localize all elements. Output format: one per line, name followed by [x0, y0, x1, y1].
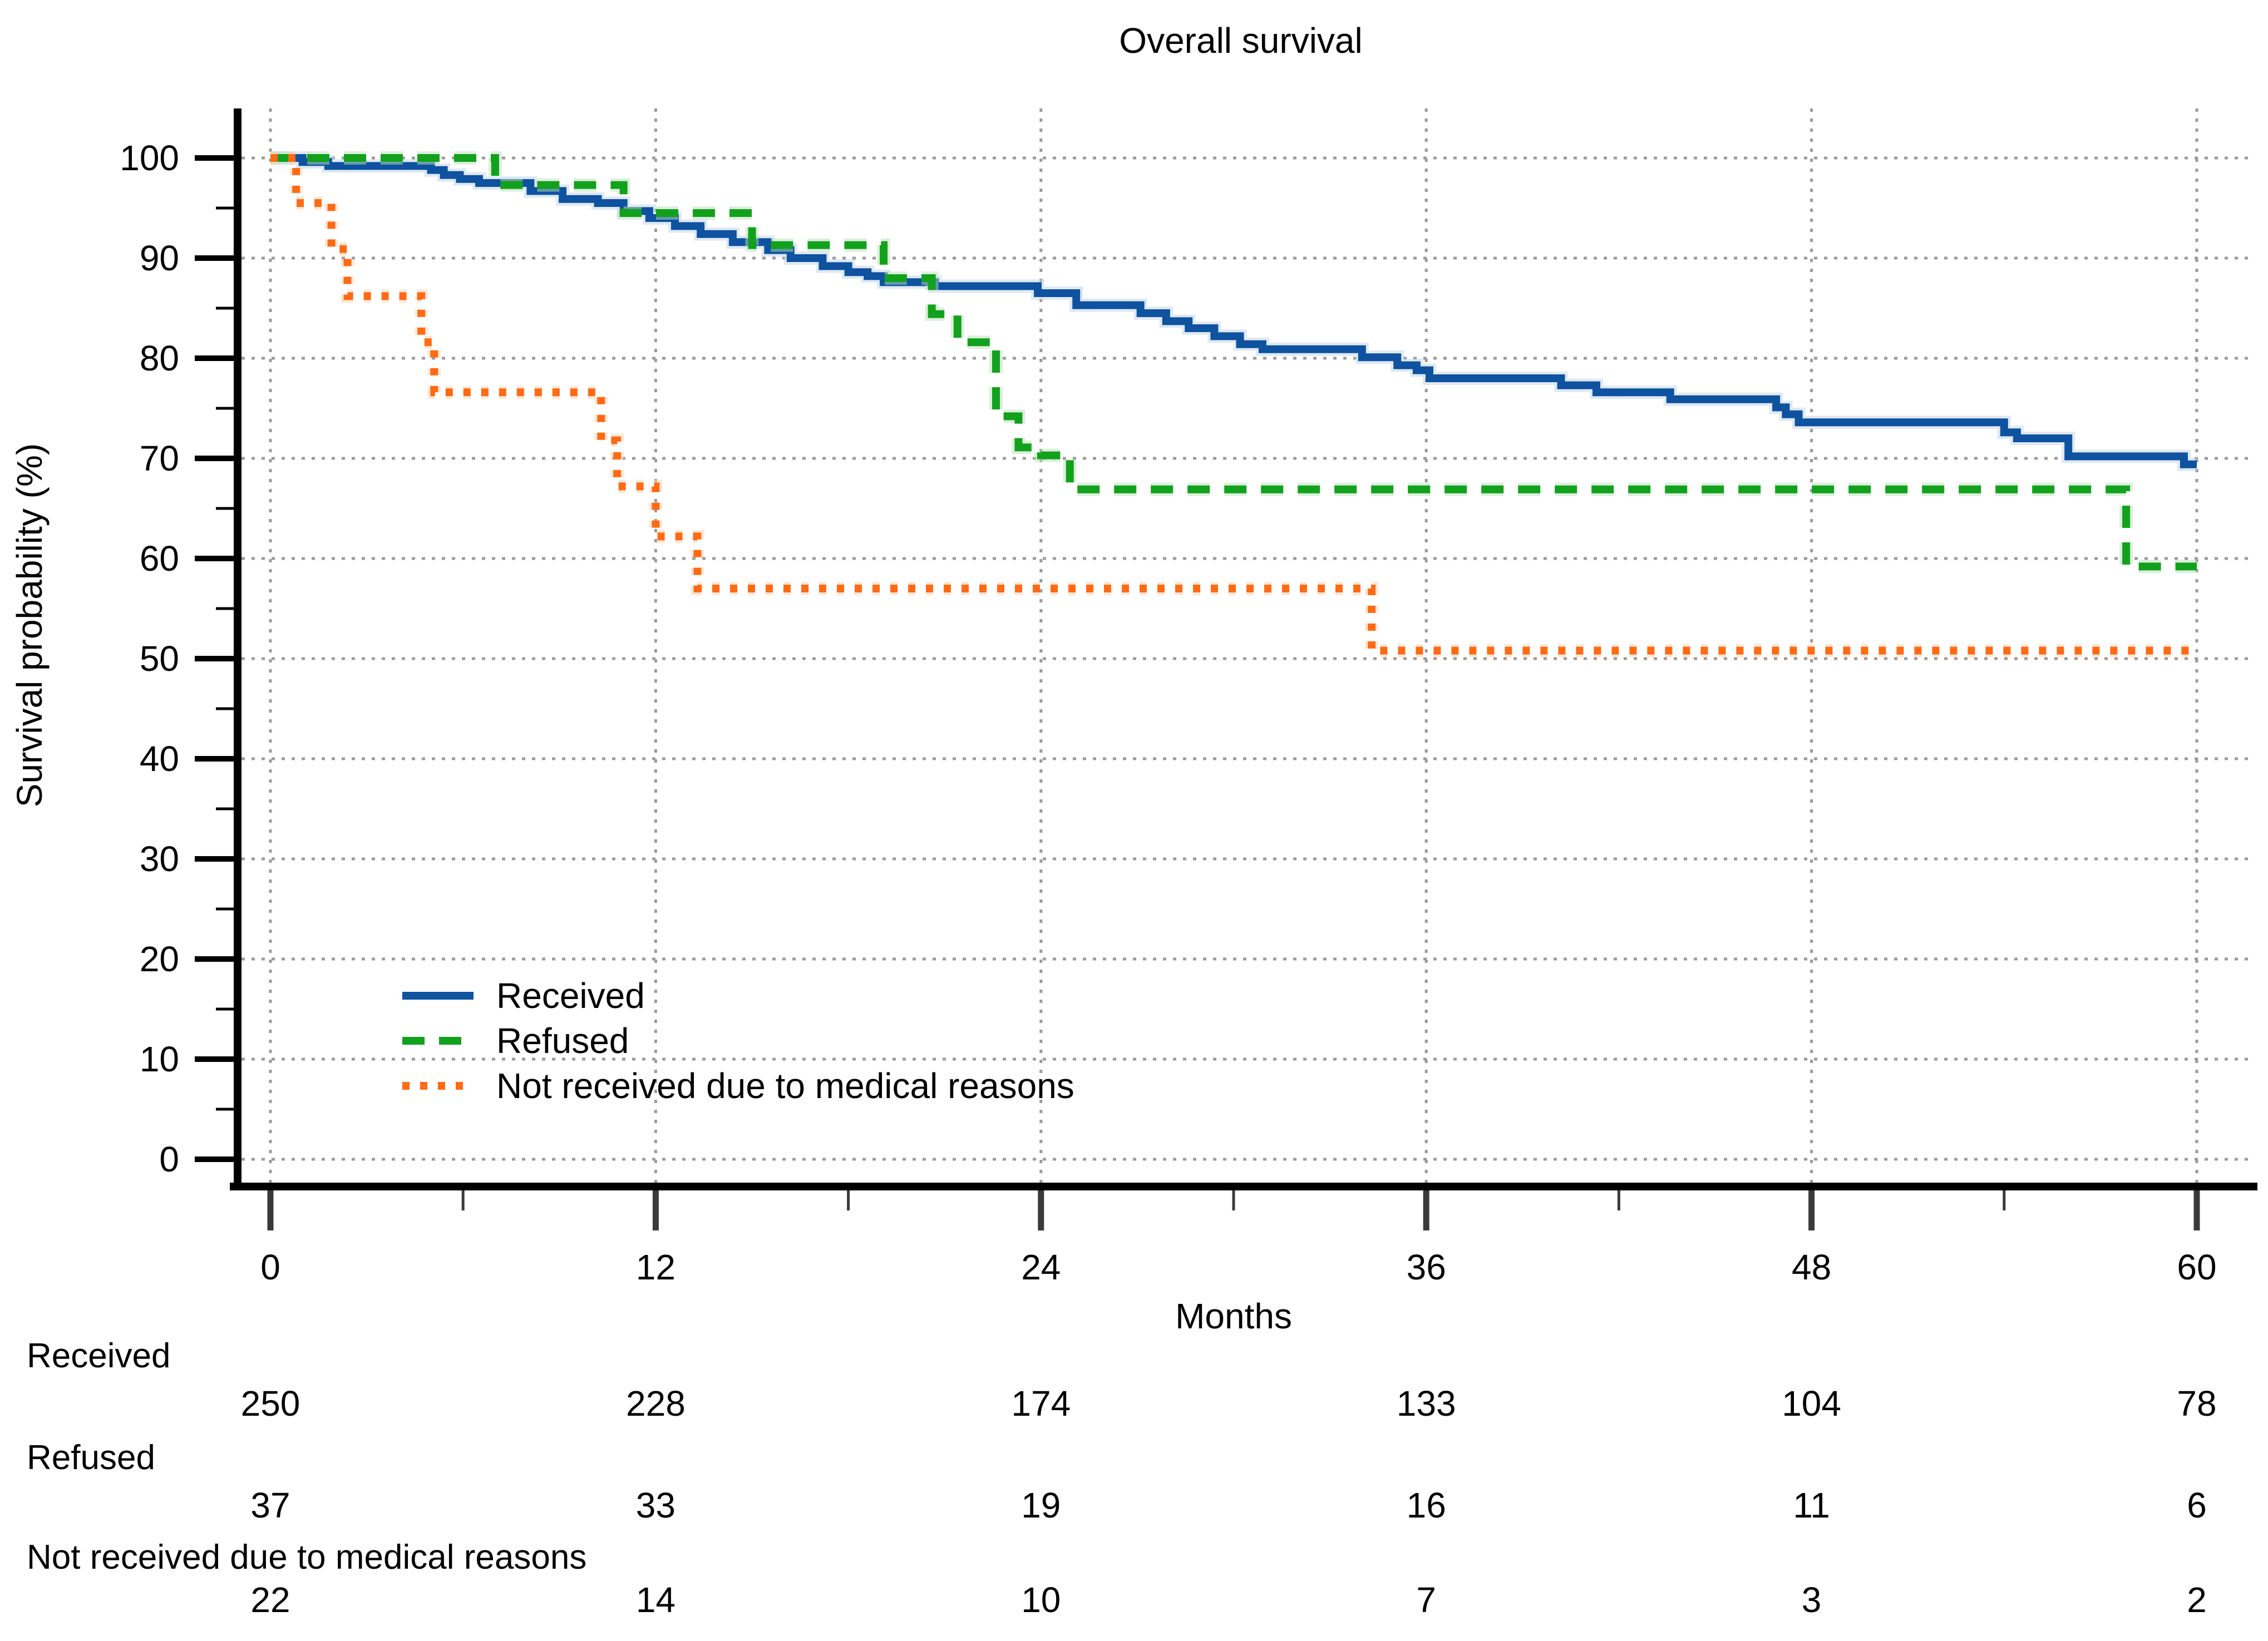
risk-count: 33	[636, 1485, 676, 1525]
risk-group-label: Not received due to medical reasons	[27, 1538, 586, 1576]
chart-title: Overall survival	[1119, 21, 1362, 61]
axis-layer: 0 10 20 30 40 50 60 70 80 90 100 0 12 24 36 48 60	[120, 108, 2257, 1287]
risk-count: 16	[1407, 1485, 1446, 1525]
x-tick-label: 12	[636, 1247, 676, 1287]
y-tick-label: 80	[140, 338, 179, 378]
legend-label: Not received due to medical reasons	[496, 1066, 1074, 1106]
risk-count: 133	[1397, 1383, 1456, 1423]
risk-count: 78	[2177, 1383, 2216, 1423]
series-dashed-line	[270, 154, 2197, 571]
y-tick-label: 50	[140, 639, 179, 679]
series-layer	[270, 151, 2197, 658]
series-halo	[270, 151, 2197, 471]
legend-label: Received	[496, 976, 645, 1016]
x-axis-line	[230, 1183, 2257, 1190]
risk-count: 104	[1782, 1383, 1841, 1423]
risk-count: 7	[1416, 1580, 1436, 1620]
y-tick-label: 30	[140, 839, 179, 879]
y-tick-label: 20	[140, 939, 179, 979]
series-dotted-line	[270, 154, 2197, 655]
risk-count: 6	[2187, 1485, 2207, 1525]
x-tick-label: 60	[2177, 1247, 2216, 1287]
risk-count: 10	[1021, 1580, 1061, 1620]
risk-count: 22	[250, 1580, 290, 1620]
risk-group-label: Refused	[27, 1439, 155, 1477]
risk-count: 11	[1793, 1485, 1830, 1525]
legend-label: Refused	[496, 1021, 629, 1061]
risk-count: 3	[1802, 1580, 1822, 1620]
risk-count: 228	[626, 1383, 686, 1423]
x-tick-label: 24	[1021, 1247, 1061, 1287]
y-tick-label: 100	[120, 138, 179, 178]
risk-count: 250	[241, 1383, 300, 1423]
x-tick-label: 48	[1792, 1247, 1831, 1287]
risk-count: 14	[636, 1580, 676, 1620]
risk-count: 2	[2187, 1580, 2207, 1620]
y-tick-label: 60	[140, 538, 179, 579]
x-tick-label: 36	[1407, 1247, 1446, 1287]
risk-group-label: Received	[27, 1337, 170, 1375]
y-tick-label: 70	[140, 438, 179, 478]
x-tick-label: 0	[260, 1247, 280, 1287]
y-tick-label: 40	[140, 739, 179, 779]
risk-count: 174	[1011, 1383, 1071, 1423]
series-halo	[270, 151, 2197, 658]
series-halo	[270, 151, 2197, 574]
y-axis-line	[234, 108, 241, 1190]
risk-count: 37	[250, 1485, 290, 1525]
y-tick-label: 10	[140, 1039, 179, 1079]
legend: Received Refused Not received due to medic…	[402, 976, 1074, 1106]
y-axis-label: Survival probability (%)	[9, 443, 50, 807]
y-tick-label: 90	[140, 238, 179, 278]
x-axis-label: Months	[1175, 1296, 1292, 1336]
y-tick-label: 0	[159, 1139, 179, 1179]
risk-count: 19	[1021, 1485, 1061, 1525]
